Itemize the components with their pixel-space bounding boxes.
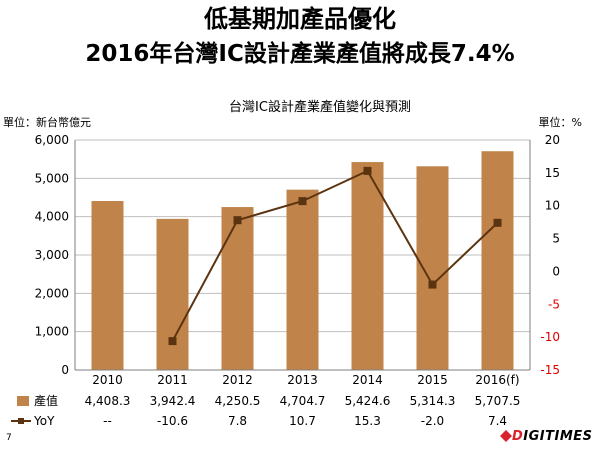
right-tick-label: -15 [540,363,560,377]
bar-value-label: 4,408.3 [85,394,131,408]
right-tick-label: 20 [545,133,560,147]
category-label: 2015 [417,373,448,387]
bar-2016(f) [481,151,514,370]
legend-line-marker [18,418,24,424]
yoy-value-label: -2.0 [421,414,444,428]
right-tick-label: 15 [545,166,560,180]
bar-value-label: 5,314.3 [410,394,456,408]
bar-2010 [91,201,124,370]
left-tick-label: 6,000 [35,133,69,147]
left-tick-label: 4,000 [35,210,69,224]
axes: 0 1,000 2,000 3,000 4,000 5,000 6,000 -15 -10 -5 0… [35,133,560,377]
right-tick-label: 10 [545,199,560,213]
category-label: 2012 [222,373,253,387]
digitimes-logo-icon [500,430,512,442]
yoy-marker-2011 [168,337,177,346]
yoy-value-label: -10.6 [157,414,188,428]
right-tick-label: -5 [548,297,560,311]
bar-value-label: 5,707.5 [475,394,521,408]
category-label: 2013 [287,373,318,387]
right-axis-unit-label: 單位：% [539,115,582,129]
bar-2011 [156,218,189,370]
yoy-value-label: 7.4 [488,414,507,428]
bar-series [91,151,514,370]
yoy-marker-2015 [428,280,437,289]
line-series [168,166,502,346]
bar-2012 [221,207,254,370]
bar-value-label: 4,704.7 [280,394,326,408]
left-tick-label: 3,000 [35,248,69,262]
legend-bar-swatch [17,396,29,406]
right-tick-label: -10 [540,330,560,344]
yoy-value-label: -- [103,414,112,428]
right-tick-label: 0 [552,264,560,278]
legend-line-label: YoY [33,414,55,428]
yoy-marker-2012 [233,216,242,225]
data-table: 2010 2011 2012 2013 2014 2015 2016(f) 產值 YoY 4,40… [11,373,520,428]
bar-2013 [286,189,319,370]
page-number: 7 [6,433,12,443]
yoy-marker-2013 [298,197,307,206]
category-label: 2011 [157,373,188,387]
brand-rest: IGITIMES [523,429,593,444]
bar-value-label: 4,250.5 [215,394,261,408]
yoy-marker-2014 [363,166,372,175]
brand-logo: DIGITIMES [512,429,593,444]
left-tick-label: 5,000 [35,171,69,185]
brand-prefix: D [512,429,524,444]
bar-2014 [351,162,384,370]
yoy-line [171,169,499,342]
slide-title-line-2: 2016年台灣IC設計產業產值將成長7.4% [85,41,515,67]
left-axis-unit-label: 單位：新台幣億元 [3,115,91,129]
chart-title: 台灣IC設計產業產值變化與預測 [229,99,411,115]
legend-bar-label: 產值 [34,393,58,408]
category-label: 2016(f) [475,373,519,387]
left-tick-label: 1,000 [35,325,69,339]
bar-value-label: 5,424.6 [345,394,391,408]
yoy-marker-2016(f) [493,218,502,227]
bar-2015 [416,166,449,370]
category-label: 2014 [352,373,383,387]
category-label: 2010 [92,373,123,387]
yoy-value-label: 10.7 [289,414,316,428]
yoy-value-label: 7.8 [228,414,247,428]
right-tick-label: 5 [552,232,560,246]
yoy-value-label: 15.3 [354,414,381,428]
slide-title-line-1: 低基期加產品優化 [204,5,396,33]
bar-value-label: 3,942.4 [150,394,196,408]
left-tick-label: 2,000 [35,286,69,300]
left-tick-label: 0 [61,363,69,377]
